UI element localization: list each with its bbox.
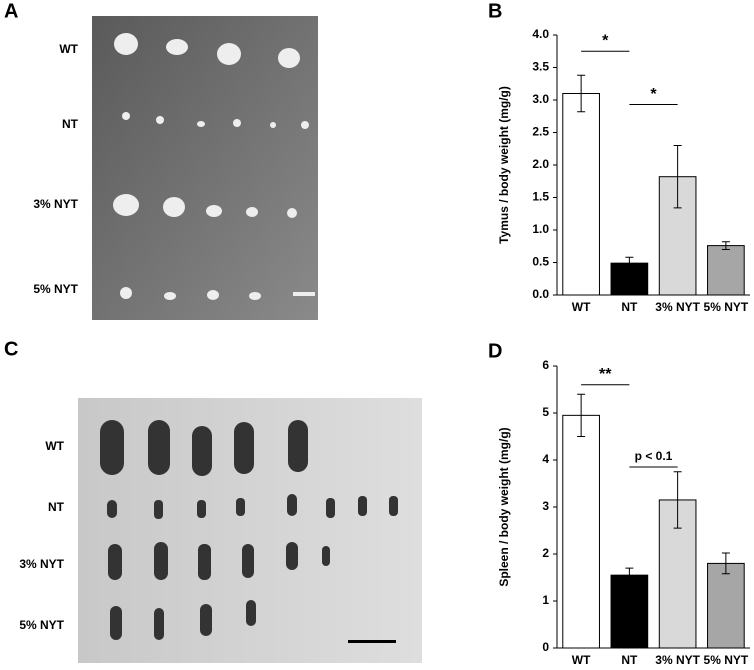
panel-letter: C: [4, 338, 18, 360]
error-bar: [673, 145, 682, 209]
y-axis-title: Spleen / body weight (mg/g): [497, 427, 511, 586]
significance-label: p < 0.1: [635, 449, 673, 463]
tissues: [113, 33, 315, 300]
row-labels: WT NT 3% NYT 5% NYT: [19, 439, 64, 632]
y-tick-label: 0.5: [532, 255, 549, 269]
panel-letter: D: [488, 340, 502, 362]
row-labels: WT NT 3% NYT 5% NYT: [33, 42, 78, 296]
significance-label: **: [599, 366, 612, 383]
error-bar: [673, 471, 682, 529]
photo: [92, 16, 318, 320]
y-tick-label: 0.0: [532, 287, 549, 301]
y-axis-title: Tymus / body weight (mg/g): [497, 86, 511, 244]
row-label: 3% NYT: [33, 197, 78, 211]
significance-label: *: [650, 86, 657, 103]
panel-letter: B: [488, 0, 502, 22]
row-label: 3% NYT: [19, 557, 64, 571]
row-label: WT: [45, 439, 64, 453]
error-bar: [721, 552, 730, 575]
row-label: 5% NYT: [19, 618, 64, 632]
y-tick-label: 1.0: [532, 222, 549, 236]
y-tick-label: 3: [542, 499, 549, 513]
y-tick-label: 3.5: [532, 60, 549, 74]
error-bar: [721, 241, 730, 250]
x-tick-label: 5% NYT: [704, 653, 749, 667]
x-tick-label: NT: [621, 300, 638, 314]
bar: [707, 562, 745, 649]
x-tick-label: 5% NYT: [704, 300, 749, 314]
x-tick-label: 3% NYT: [655, 653, 700, 667]
bar: [562, 414, 600, 649]
y-tick-label: 4: [542, 452, 549, 466]
bar: [610, 574, 649, 649]
error-bar: [577, 74, 586, 113]
row-label: WT: [59, 42, 78, 56]
significance-label: *: [602, 32, 609, 49]
row-label: NT: [62, 117, 79, 131]
panel-letter: A: [4, 0, 18, 22]
row-label: 5% NYT: [33, 282, 78, 296]
x-tick-label: NT: [621, 653, 638, 667]
x-tick-label: WT: [572, 300, 591, 314]
y-tick-label: 2.5: [532, 125, 549, 139]
bar: [562, 93, 600, 296]
error-bar: [577, 393, 586, 437]
organs: [100, 420, 398, 643]
error-bar: [625, 567, 634, 583]
y-tick-label: 6: [542, 358, 549, 372]
error-bar: [625, 256, 634, 270]
y-tick-label: 3.0: [532, 92, 549, 106]
y-tick-label: 4.0: [532, 27, 549, 41]
x-tick-label: WT: [572, 653, 591, 667]
x-tick-label: 3% NYT: [655, 300, 700, 314]
y-tick-label: 1.5: [532, 190, 549, 204]
y-tick-label: 2.0: [532, 157, 549, 171]
y-tick-label: 0: [542, 640, 549, 654]
y-tick-label: 2: [542, 546, 549, 560]
row-label: NT: [48, 500, 65, 514]
bar: [707, 245, 745, 296]
y-tick-label: 5: [542, 405, 549, 419]
y-tick-label: 1: [542, 593, 549, 607]
